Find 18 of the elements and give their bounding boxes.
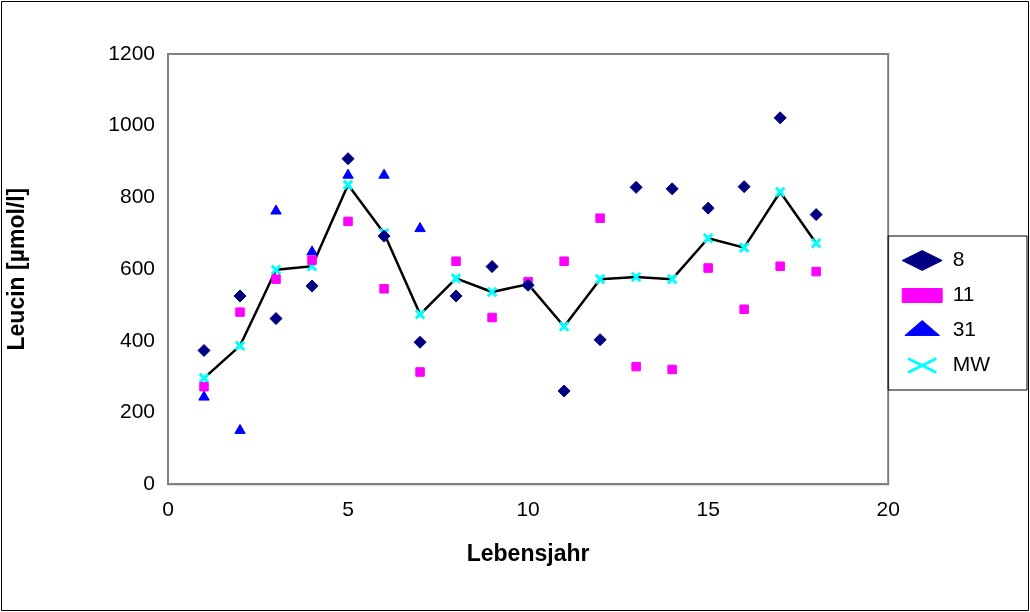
x-tick-label: 20 [876, 496, 900, 520]
y-tick-label: 800 [119, 184, 155, 208]
x-tick-label: 0 [162, 496, 174, 520]
y-tick-label: 1200 [108, 40, 155, 64]
y-tick-label: 200 [119, 399, 155, 423]
y-tick-label: 0 [143, 471, 155, 494]
y-tick-label: 600 [119, 255, 155, 279]
x-axis-title: Lebensjahr [466, 539, 590, 566]
legend-label: 8 [952, 247, 965, 271]
legend-label: MW [952, 352, 991, 376]
y-tick-label: 400 [119, 327, 155, 351]
y-tick-label: 1000 [108, 112, 155, 136]
y-axis-title: Leucin [µmol/l] [3, 187, 30, 351]
x-tick-label: 15 [696, 496, 720, 520]
legend-label: 31 [952, 317, 977, 341]
x-tick-label: 5 [342, 496, 354, 520]
legend-label: 11 [952, 282, 975, 306]
x-tick-label: 10 [516, 496, 540, 520]
